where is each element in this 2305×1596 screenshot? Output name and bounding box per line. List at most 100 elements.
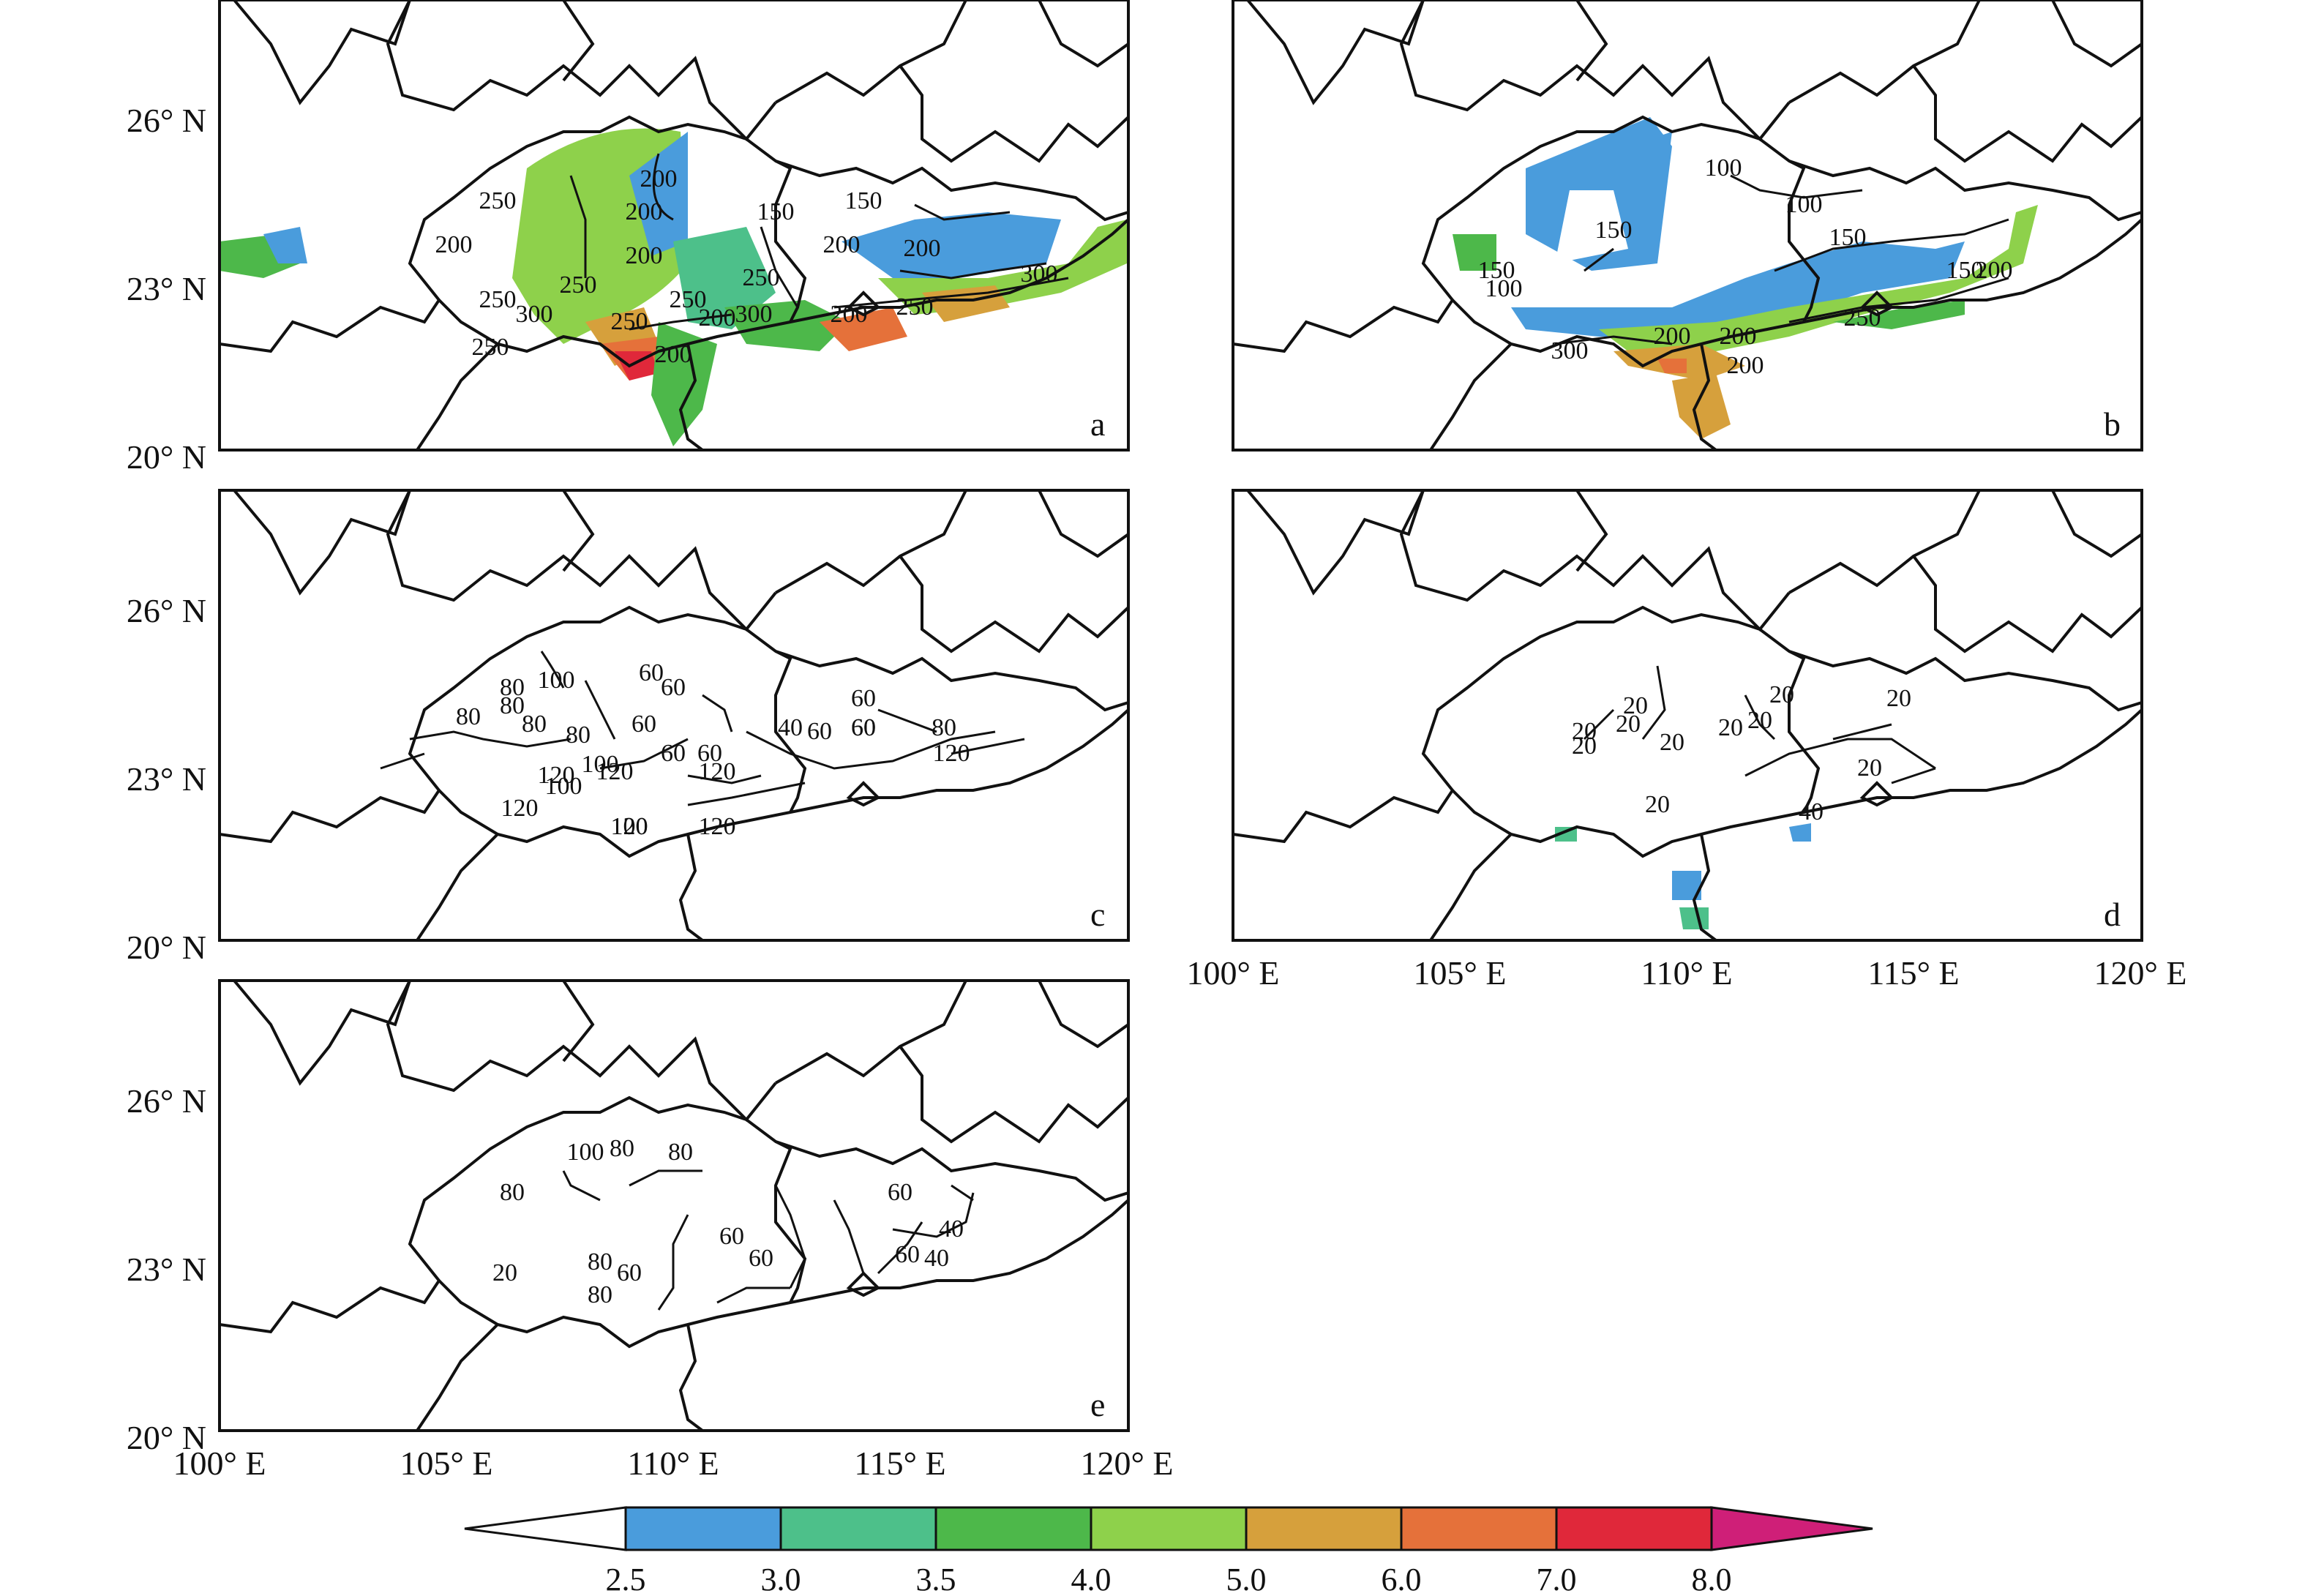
contour-label: 200 (626, 198, 663, 225)
colorbar-segment (1245, 1506, 1403, 1551)
lon-tick-label: 115° E (1867, 954, 1959, 992)
contour-label: 120 (699, 813, 736, 840)
colorbar-segment (779, 1506, 937, 1551)
contour-label: 120 (611, 813, 648, 840)
contour-label: 100 (545, 773, 582, 800)
contour-label: 80 (522, 711, 547, 738)
contour-label: 250 (896, 293, 934, 321)
contour-label: 150 (757, 198, 795, 225)
contour-label: 150 (1595, 217, 1633, 244)
contour-label: 200 (1654, 323, 1691, 350)
colorbar-tick-label: 3.0 (761, 1562, 801, 1596)
colorbar-over-triangle (1710, 1506, 1873, 1551)
contour-label: 250 (1844, 304, 1881, 331)
panel-d-letter: d (2104, 896, 2121, 933)
lat-tick-label: 20° N (127, 438, 206, 476)
contour-label: 40 (924, 1245, 949, 1272)
lon-tick-label: 120° E (2094, 954, 2187, 992)
contour-label: 60 (888, 1179, 912, 1206)
contour-label: 80 (500, 692, 525, 719)
lon-tick-label: 110° E (627, 1445, 719, 1482)
lon-tick-label: 110° E (1641, 954, 1732, 992)
contour-label: 80 (500, 1179, 525, 1206)
contour-label: 300 (516, 301, 553, 328)
colorbar-tick-label: 8.0 (1692, 1562, 1732, 1596)
panel-e-frame (218, 979, 1130, 1432)
contour-label: 60 (661, 740, 686, 767)
lat-tick-label: 23° N (127, 1251, 206, 1288)
contour-label: 250 (472, 334, 509, 361)
contour-label: 300 (1021, 261, 1058, 288)
colorbar-segment (1090, 1506, 1248, 1551)
contour-label: 60 (697, 740, 722, 767)
contour-label: 200 (904, 235, 941, 262)
contour-label: 120 (538, 762, 575, 789)
contour-label: 60 (851, 714, 876, 741)
contour-label: 40 (778, 714, 803, 741)
lat-tick-label: 26° N (127, 102, 206, 139)
contour-label: 100 (1785, 191, 1823, 218)
colorbar-tick-label: 4.0 (1071, 1562, 1112, 1596)
contour-label: 60 (851, 685, 876, 712)
contour-label: 200 (655, 341, 692, 368)
contour-label: 100 (567, 1139, 604, 1166)
lat-tick-label: 20° N (127, 929, 206, 966)
contour-label: 60 (895, 1241, 920, 1268)
contour-label: 150 (845, 187, 882, 214)
contour-label: 100 (1485, 275, 1523, 302)
contour-label: 20 (1769, 681, 1794, 708)
contour-label: 60 (719, 1223, 744, 1250)
contour-label: 200 (699, 304, 736, 331)
contour-label: 200 (1976, 257, 2013, 284)
contour-label: 250 (611, 308, 648, 335)
panel-e-letter: e (1090, 1386, 1105, 1423)
contour-label: 60 (851, 714, 876, 741)
contour-label: 40 (1799, 798, 1824, 825)
contour-label: 20 (1747, 707, 1772, 734)
lat-tick-label: 20° N (127, 1419, 206, 1456)
contour-label: 80 (932, 714, 956, 741)
contour-label: 200 (1720, 323, 1757, 350)
lon-tick-label: 105° E (1414, 954, 1507, 992)
contour-label: 250 (560, 271, 597, 299)
colorbar-tick-label: 2.5 (606, 1562, 646, 1596)
contour-label: 200 (831, 301, 868, 328)
contour-label: 120 (501, 795, 539, 822)
contour-label: 60 (807, 718, 832, 745)
contour-label: 20 (1572, 733, 1597, 760)
contour-label: 40 (939, 1215, 964, 1243)
contour-label: 200 (626, 242, 663, 269)
contour-label: 80 (610, 1135, 634, 1162)
contour-label: 80 (588, 1281, 612, 1308)
lon-tick-label: 115° E (854, 1445, 945, 1482)
contour-label: 20 (1886, 685, 1911, 712)
contour-label: 120 (699, 758, 736, 785)
colorbar-tick-label: 6.0 (1382, 1562, 1422, 1596)
contour-label: 80 (456, 703, 481, 730)
contour-label: 20 (492, 1259, 517, 1286)
contour-label: 150 (1829, 224, 1867, 251)
contour-label: 100 (611, 813, 648, 840)
contour-label: 300 (1551, 337, 1589, 364)
contour-label: 150 (1946, 257, 1984, 284)
contour-label: 20 (1572, 718, 1597, 745)
panel-c-frame (218, 489, 1130, 942)
contour-label: 80 (500, 674, 525, 701)
colorbar: 2.5 3.0 3.5 4.0 5.0 6.0 7.0 8.0 (464, 1506, 1873, 1596)
contour-label: 80 (668, 1139, 693, 1166)
colorbar-segment (1555, 1506, 1713, 1551)
lat-tick-label: 23° N (127, 760, 206, 798)
panel-c-letter: c (1090, 896, 1105, 933)
lon-tick-label: 100° E (1187, 954, 1280, 992)
colorbar-tick-label: 3.5 (916, 1562, 956, 1596)
